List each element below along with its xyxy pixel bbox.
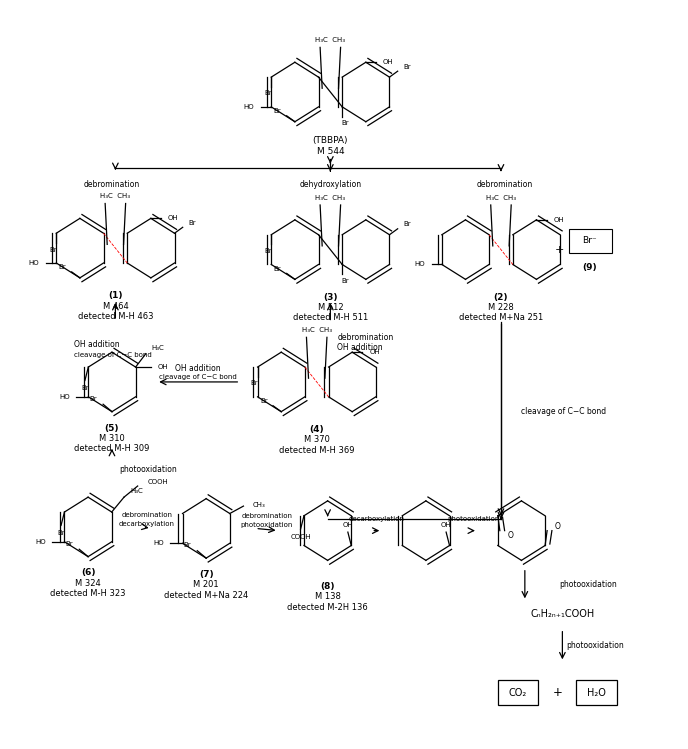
Text: debromination: debromination <box>241 514 292 520</box>
Text: debromination: debromination <box>122 512 173 518</box>
Text: M 228: M 228 <box>488 303 514 312</box>
Text: detected M-2H 136: detected M-2H 136 <box>288 603 368 612</box>
Text: photooxidation: photooxidation <box>559 580 616 589</box>
FancyBboxPatch shape <box>497 680 539 706</box>
Text: Br: Br <box>274 266 281 272</box>
Text: Br: Br <box>274 109 281 115</box>
Text: photooxidation: photooxidation <box>566 641 623 650</box>
Text: Br: Br <box>188 220 196 226</box>
Text: OH: OH <box>554 217 564 223</box>
Text: detected M-H 369: detected M-H 369 <box>279 446 354 455</box>
Text: Br: Br <box>264 248 272 254</box>
FancyBboxPatch shape <box>569 228 612 252</box>
Text: Br: Br <box>260 398 268 404</box>
Text: HO: HO <box>153 540 164 546</box>
Text: Br: Br <box>250 380 258 386</box>
Text: Br: Br <box>403 64 411 70</box>
Text: +: + <box>555 245 563 255</box>
FancyBboxPatch shape <box>576 680 617 706</box>
Text: CₙH₂ₙ₊₁COOH: CₙH₂ₙ₊₁COOH <box>530 609 594 619</box>
Text: H₃C: H₃C <box>131 488 144 494</box>
Text: photooxidation: photooxidation <box>241 522 293 528</box>
Text: M 138: M 138 <box>314 592 341 601</box>
Text: M 512: M 512 <box>318 303 343 312</box>
Text: decarboxylation: decarboxylation <box>119 521 175 527</box>
Text: HO: HO <box>244 104 254 110</box>
Text: CH₃: CH₃ <box>252 502 265 508</box>
Text: Br⁻: Br⁻ <box>582 236 597 245</box>
Text: debromination: debromination <box>337 333 394 342</box>
Text: (2): (2) <box>494 293 508 302</box>
Text: Br: Br <box>57 530 65 536</box>
Text: debromination: debromination <box>476 180 533 189</box>
Text: photooxidation: photooxidation <box>119 465 177 474</box>
Text: O: O <box>555 521 560 530</box>
Text: detected M+Na 224: detected M+Na 224 <box>164 591 248 600</box>
Text: (3): (3) <box>323 293 338 302</box>
Text: cleavage of C−C bond: cleavage of C−C bond <box>160 374 237 380</box>
Text: +: + <box>552 686 562 700</box>
Text: OH: OH <box>369 349 380 355</box>
Text: Br: Br <box>49 246 56 252</box>
Text: decarboxylation: decarboxylation <box>349 517 405 523</box>
Text: HO: HO <box>29 260 39 266</box>
Text: M 370: M 370 <box>304 435 330 444</box>
Text: (TBBPA): (TBBPA) <box>312 136 348 145</box>
Text: detected M+Na 251: detected M+Na 251 <box>459 314 543 323</box>
Text: H₂O: H₂O <box>587 688 606 698</box>
Text: Br: Br <box>65 541 73 547</box>
Text: photooxidation: photooxidation <box>447 517 500 523</box>
Text: (7): (7) <box>199 570 213 579</box>
Text: OH: OH <box>158 364 168 370</box>
Text: M 544: M 544 <box>316 147 344 156</box>
Text: M 464: M 464 <box>103 302 128 311</box>
Text: H₃C  CH₃: H₃C CH₃ <box>302 327 332 333</box>
Text: Br: Br <box>89 396 97 402</box>
Text: debromination: debromination <box>84 180 140 189</box>
Text: OH addition: OH addition <box>74 340 120 349</box>
Text: (8): (8) <box>321 582 335 591</box>
Text: (6): (6) <box>80 568 96 577</box>
Text: Br: Br <box>81 385 89 391</box>
Text: CO₂: CO₂ <box>509 688 527 698</box>
Text: cleavage of C−C bond: cleavage of C−C bond <box>74 352 152 358</box>
Text: OH: OH <box>441 521 451 528</box>
Text: detected M-H 323: detected M-H 323 <box>50 589 126 598</box>
Text: H₃C  CH₃: H₃C CH₃ <box>315 195 345 201</box>
Text: Br: Br <box>264 91 272 97</box>
Text: detected M-H 511: detected M-H 511 <box>292 314 368 323</box>
Text: (9): (9) <box>582 263 597 272</box>
Text: detected M-H 463: detected M-H 463 <box>78 312 153 321</box>
Text: (4): (4) <box>310 425 324 434</box>
Text: Br: Br <box>58 264 66 270</box>
Text: COOH: COOH <box>290 533 311 539</box>
Text: OH addition: OH addition <box>175 364 221 373</box>
Text: H₃C  CH₃: H₃C CH₃ <box>486 195 516 201</box>
Text: Br: Br <box>342 121 350 127</box>
Text: OH: OH <box>383 59 394 65</box>
Text: H₃C  CH₃: H₃C CH₃ <box>315 37 345 43</box>
Text: HO: HO <box>35 539 46 545</box>
Text: OH: OH <box>168 216 179 222</box>
Text: Br: Br <box>403 221 411 228</box>
Text: M 324: M 324 <box>75 579 101 588</box>
Text: cleavage of C−C bond: cleavage of C−C bond <box>522 407 607 416</box>
Text: dehydroxylation: dehydroxylation <box>299 180 361 189</box>
Text: Br: Br <box>342 278 350 284</box>
Text: Br: Br <box>184 542 191 548</box>
Text: HO: HO <box>414 261 424 267</box>
Text: COOH: COOH <box>147 479 168 485</box>
Text: M 310: M 310 <box>99 434 125 443</box>
Text: O: O <box>507 530 513 539</box>
Text: M 201: M 201 <box>193 580 219 589</box>
Text: HO: HO <box>59 394 70 400</box>
Text: (1): (1) <box>108 291 122 300</box>
Text: H₃C  CH₃: H₃C CH₃ <box>100 193 131 199</box>
Text: detected M-H 309: detected M-H 309 <box>74 444 150 453</box>
Text: (5): (5) <box>105 423 119 432</box>
Text: H₃C: H₃C <box>151 345 164 351</box>
Text: OH addition: OH addition <box>337 343 383 352</box>
Text: OH: OH <box>343 521 353 528</box>
